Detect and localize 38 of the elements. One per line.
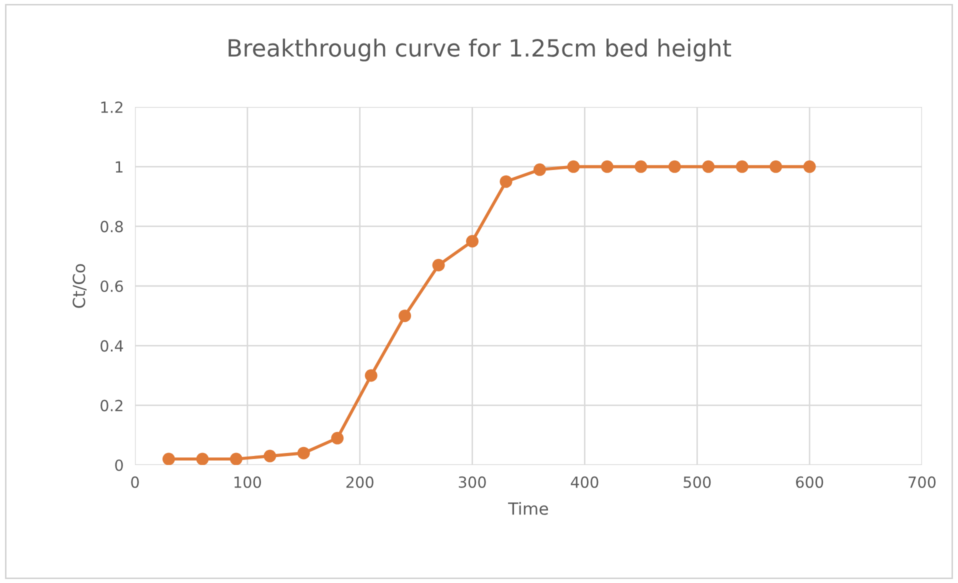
- point: [803, 160, 816, 173]
- point: [668, 160, 681, 173]
- x-tick-label: 500: [684, 476, 711, 488]
- y-tick-label: 1: [116, 161, 122, 172]
- x-tick-label: 700: [908, 476, 936, 488]
- point: [466, 235, 479, 248]
- point: [500, 175, 512, 188]
- point: [230, 452, 242, 465]
- point: [533, 163, 546, 176]
- x-tick-label: 300: [458, 476, 486, 488]
- y-axis-title: Ct/Co: [72, 264, 87, 308]
- y-tick-label: 0.8: [100, 220, 123, 232]
- point: [196, 452, 209, 465]
- chart-title: Breakthrough curve for 1.25cm bed height: [228, 38, 732, 62]
- x-tick-label: 600: [796, 476, 824, 488]
- point: [634, 160, 648, 173]
- y-tick-label: 0.4: [100, 340, 124, 352]
- point: [600, 160, 614, 173]
- y-tick-label: 0.6: [100, 280, 123, 292]
- x-tick-label: 200: [346, 476, 374, 488]
- point: [297, 446, 310, 460]
- point: [702, 160, 715, 173]
- y-tick-label: 0: [115, 459, 123, 472]
- point: [398, 310, 412, 322]
- point: [736, 160, 748, 173]
- y-tick-label: 1.2: [101, 101, 122, 113]
- x-axis-title: Time: [508, 502, 548, 515]
- point: [364, 369, 378, 382]
- x-tick-label: 400: [570, 476, 598, 488]
- point: [264, 450, 276, 462]
- x-tick-label: 100: [234, 476, 261, 488]
- point: [162, 452, 175, 465]
- point: [770, 160, 782, 173]
- point: [432, 258, 445, 272]
- x-tick-label: 0: [131, 476, 139, 488]
- point: [331, 432, 344, 444]
- point: [567, 160, 580, 173]
- y-tick-label: 0.2: [100, 400, 122, 412]
